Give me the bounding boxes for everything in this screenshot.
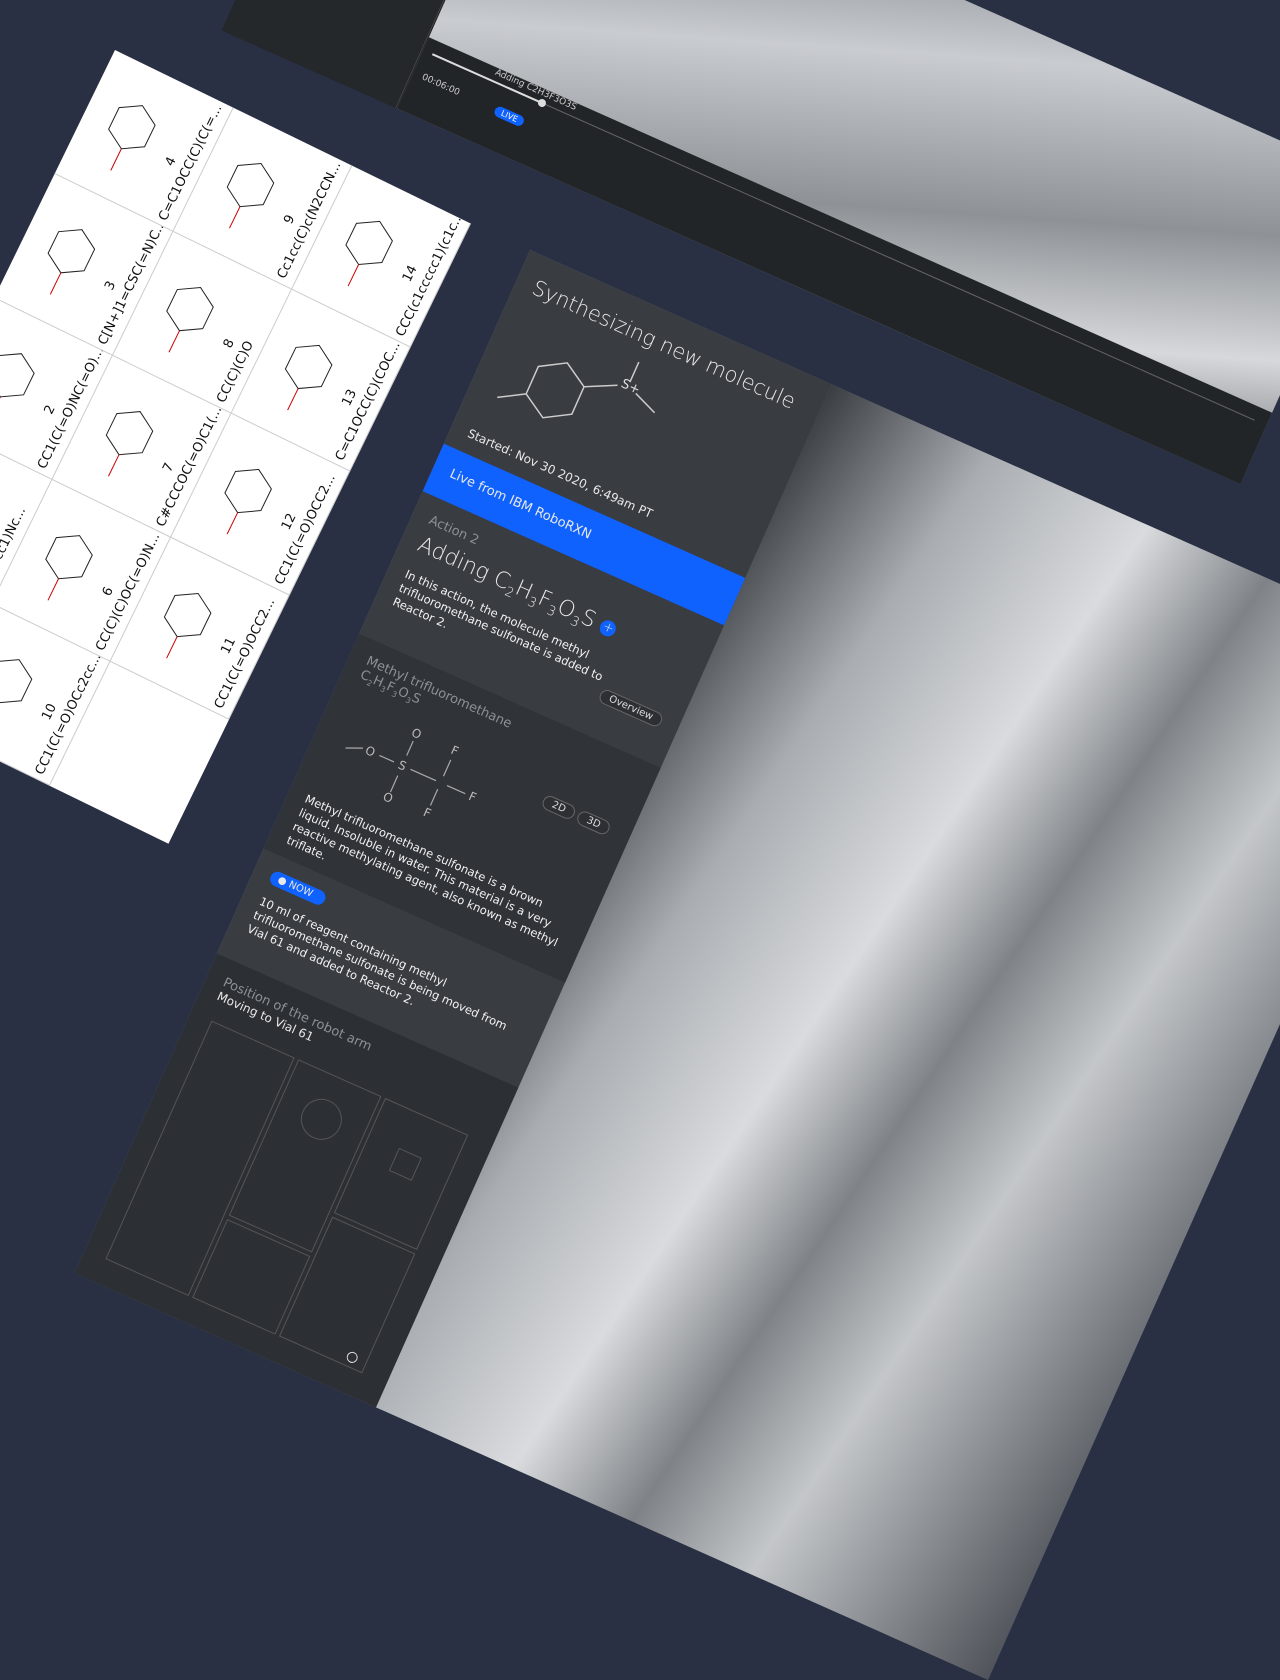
bond-ring bbox=[43, 221, 100, 282]
cell-number: 8 bbox=[221, 337, 238, 351]
bond bbox=[50, 273, 61, 295]
bond-ring bbox=[341, 213, 398, 274]
bond-ring bbox=[220, 461, 277, 522]
atom-label: O bbox=[409, 725, 423, 742]
view-2d[interactable]: 2D bbox=[540, 794, 577, 822]
cell-number: 9 bbox=[281, 213, 298, 227]
add-button[interactable]: + bbox=[598, 618, 619, 639]
bond bbox=[108, 455, 119, 477]
bond bbox=[348, 265, 359, 287]
atom-label: O bbox=[381, 789, 395, 806]
atom-label: F bbox=[421, 805, 433, 821]
bond-ring bbox=[280, 337, 337, 398]
bond bbox=[288, 389, 299, 411]
molecule-drawing bbox=[76, 72, 183, 193]
cell-number: 6 bbox=[100, 585, 117, 599]
bond-ring bbox=[0, 651, 37, 712]
cell-number: 4 bbox=[163, 155, 180, 169]
bond-ring bbox=[41, 527, 98, 588]
bond bbox=[167, 637, 178, 659]
overview-button[interactable]: Overview bbox=[597, 688, 664, 729]
bond-ring bbox=[103, 97, 160, 158]
cell-number: 7 bbox=[160, 461, 177, 475]
bond bbox=[229, 207, 240, 229]
bond-ring bbox=[159, 585, 216, 646]
page: {"video_panel":{"time":"00:06:00","step"… bbox=[0, 0, 1280, 1280]
bond bbox=[169, 331, 180, 353]
atom-label: F bbox=[467, 789, 479, 805]
molecule-drawing bbox=[0, 626, 59, 747]
cell-number: 2 bbox=[42, 403, 59, 417]
bond-ring bbox=[162, 279, 219, 340]
bond bbox=[48, 579, 59, 601]
molecule-drawing bbox=[15, 196, 122, 317]
bond-ring bbox=[0, 345, 39, 406]
bond-ring bbox=[101, 403, 158, 464]
atom-label: O bbox=[363, 743, 377, 760]
atom-label: F bbox=[449, 743, 461, 759]
view-3d[interactable]: 3D bbox=[575, 809, 612, 837]
bond bbox=[227, 513, 238, 535]
atom-label: S+ bbox=[619, 376, 643, 397]
atom-label: S bbox=[396, 758, 409, 774]
molecule-drawing bbox=[0, 320, 62, 441]
now-label: NOW bbox=[287, 879, 315, 899]
bond bbox=[111, 149, 122, 171]
cell-number: 3 bbox=[102, 279, 119, 293]
bond-ring bbox=[222, 155, 279, 216]
